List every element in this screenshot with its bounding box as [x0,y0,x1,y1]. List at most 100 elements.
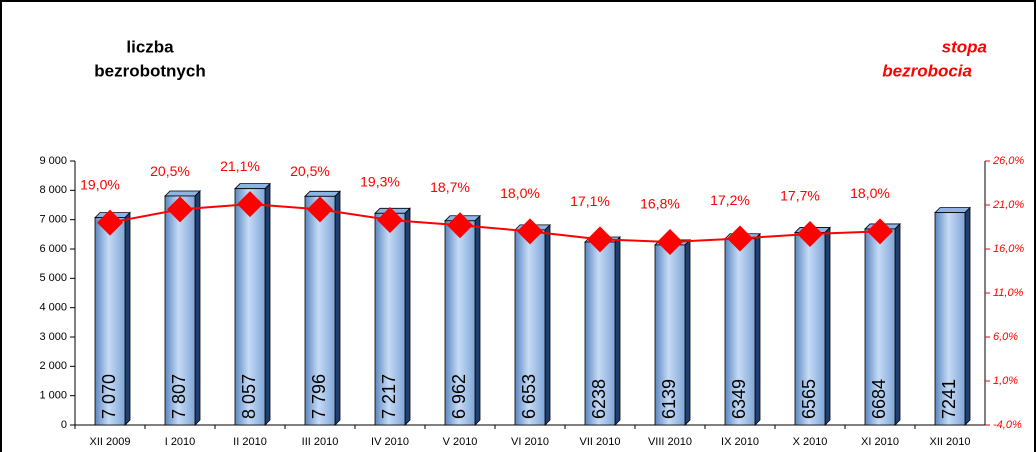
y2-tick-label: 11,0% [993,287,1024,299]
bar-label: 6684 [869,379,889,419]
y2-tick-label: 21,0% [992,199,1024,211]
point-label: 17,1% [570,193,610,209]
bar-label: 6349 [729,379,749,419]
bar-side [824,226,831,426]
x-tick-label: XII 2010 [930,436,971,448]
y-tick-label: 5 000 [39,272,67,284]
bar [234,188,266,426]
y-tick-label: 2 000 [39,360,67,372]
y2-axis-title: stopa [942,37,987,56]
bar-label: 7241 [939,379,959,419]
bar [514,229,546,426]
y2-axis-title: bezrobocia [882,61,972,80]
marker [867,218,893,245]
point-label: 17,7% [780,188,820,204]
bar-label: 7 807 [169,374,189,419]
point-label: 18,7% [430,179,470,195]
point-label: 20,5% [290,163,330,179]
bar-side [754,232,761,426]
y-tick-label: 3 000 [39,331,67,343]
bar [934,212,966,426]
bar-side [614,236,621,426]
bar [584,241,616,426]
marker [307,196,333,223]
point-label: 19,3% [360,174,400,190]
bar-top [304,190,341,197]
x-tick-label: X 2010 [793,436,828,448]
point-label: 20,5% [150,163,190,179]
point-label: 18,0% [500,185,540,201]
bar-side [544,223,551,426]
x-tick-label: III 2010 [302,436,339,448]
bar-label: 7 070 [99,374,119,419]
y-tick-label: 8 000 [39,184,67,196]
bar [164,195,196,426]
bar [864,228,896,426]
y-tick-label: 0 [61,419,67,431]
bar [724,238,756,426]
bar-side [124,211,131,426]
bar-label: 7 217 [379,374,399,419]
x-tick-label: I 2010 [165,436,196,448]
y2-tick-label: -4,0% [993,419,1022,431]
bar [794,232,826,426]
x-tick-label: VIII 2010 [648,436,692,448]
y2-tick-label: 26,0% [992,155,1024,167]
bar-label: 7 796 [309,374,329,419]
y-tick-label: 4 000 [39,302,67,314]
y2-tick-label: 16,0% [993,243,1024,255]
x-tick-label: V 2010 [443,436,478,448]
bar-label: 6 962 [449,374,469,419]
bar [444,220,476,426]
marker [167,196,193,223]
point-label: 16,8% [640,196,680,212]
bar-label: 6 653 [519,374,539,419]
bar-side [194,190,201,426]
y2-tick-label: 1,0% [993,375,1018,387]
x-tick-label: II 2010 [233,436,267,448]
x-tick-label: VII 2010 [580,436,621,448]
bar [94,217,126,426]
bar-side [894,222,901,426]
bar-label: 6565 [799,379,819,419]
point-label: 19,0% [80,176,120,192]
bar-label: 8 057 [239,374,259,419]
x-tick-label: XI 2010 [861,436,899,448]
y-tick-label: 7 000 [39,214,67,226]
marker [797,221,823,248]
point-label: 18,0% [850,185,890,201]
y-axis-title: liczba [126,37,174,56]
bar-side [964,206,971,426]
point-label: 17,2% [710,192,750,208]
marker [657,228,683,255]
bar-label: 6238 [589,379,609,419]
marker [727,225,753,252]
y2-tick-label: 6,0% [993,331,1018,343]
bar-side [264,182,271,426]
bar-top [164,190,201,197]
marker [587,226,613,253]
bar-side [474,214,481,426]
y-tick-label: 9 000 [39,155,67,167]
marker [447,212,473,239]
y-axis-title: bezrobotnych [94,61,205,80]
bar [374,212,406,426]
bar [304,195,336,426]
bar-top [934,207,971,213]
y-tick-label: 1 000 [39,390,67,402]
bar-side [684,238,691,426]
x-tick-label: IV 2010 [371,436,409,448]
bar-top [234,183,271,190]
marker [377,206,403,233]
point-label: 21,1% [220,158,260,174]
y-tick-label: 6 000 [39,243,67,255]
marker [237,191,263,218]
x-tick-label: XII 2009 [90,436,131,448]
bar-side [334,190,341,426]
bar-label: 6139 [659,379,679,419]
marker [517,218,543,245]
marker [97,209,123,236]
bar [654,244,686,426]
bar-side [404,207,411,426]
